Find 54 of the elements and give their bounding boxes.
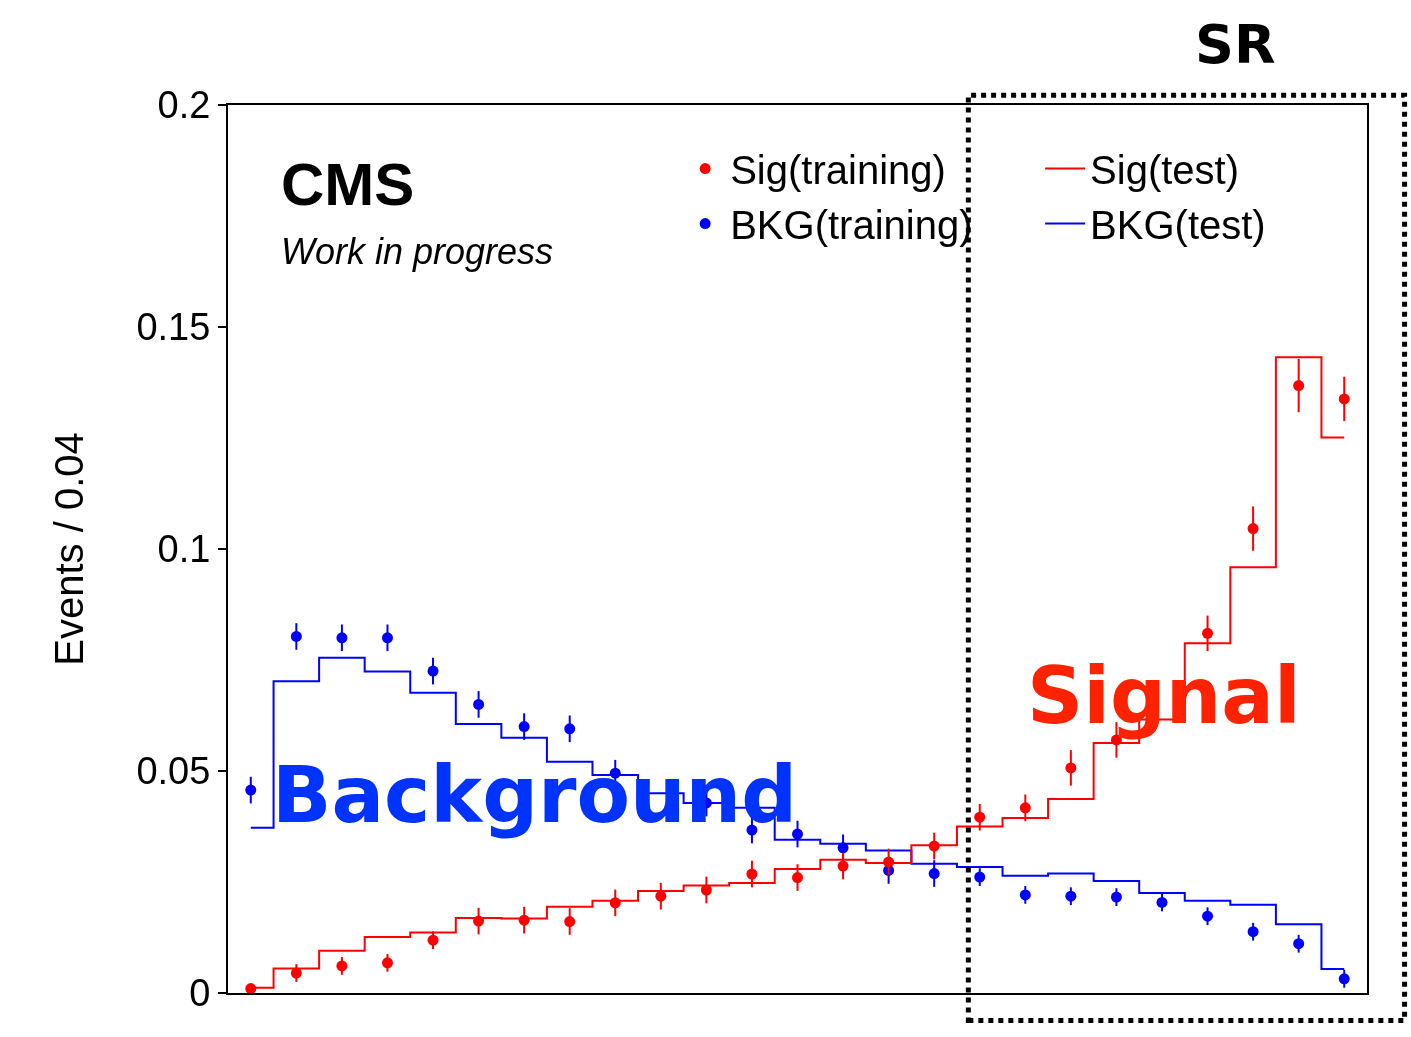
point [473, 915, 485, 927]
point [1293, 380, 1305, 392]
point [928, 868, 940, 880]
point [837, 860, 849, 872]
point [1247, 926, 1259, 938]
y-tick-label: 0.15 [136, 306, 211, 349]
annotation: CMS [281, 151, 415, 218]
point [518, 914, 530, 926]
y-tick-label: 0.05 [136, 750, 211, 793]
point [427, 665, 439, 677]
point [746, 868, 758, 880]
annotation: Work in progress [281, 231, 554, 272]
point [336, 960, 348, 972]
point [381, 632, 393, 644]
point [427, 934, 439, 946]
point [700, 884, 712, 896]
legend-label: BKG(training) [730, 203, 973, 248]
point [290, 630, 302, 642]
legend-label: BKG(test) [1090, 203, 1266, 248]
point [792, 872, 803, 884]
point [381, 957, 393, 969]
legend-label: Sig(test) [1090, 148, 1240, 193]
point [564, 916, 576, 928]
point [1019, 802, 1031, 814]
point [1293, 938, 1305, 950]
point [290, 967, 302, 979]
point [1065, 890, 1077, 902]
point [1202, 910, 1214, 922]
y-tick-label: 0 [189, 972, 211, 1015]
point [336, 632, 348, 644]
y-axis-title: Events / 0.04 [47, 432, 92, 666]
legend-label: Sig(training) [730, 148, 946, 193]
point [1019, 889, 1031, 901]
point [473, 698, 485, 710]
point [883, 856, 895, 868]
point [974, 811, 986, 823]
point [928, 840, 940, 852]
point [245, 784, 257, 796]
point [564, 723, 576, 735]
point [1156, 896, 1168, 908]
point [1338, 973, 1350, 985]
point [1065, 762, 1077, 774]
y-tick-label: 0.1 [157, 528, 211, 571]
text: SR [1195, 13, 1276, 76]
point [974, 871, 986, 883]
point [1202, 627, 1214, 639]
point [1247, 523, 1259, 535]
y-tick-label: 0.2 [157, 84, 211, 127]
point [1338, 393, 1350, 405]
point [518, 721, 530, 733]
point [1110, 891, 1122, 903]
point [837, 842, 849, 854]
point [245, 983, 257, 993]
point [609, 897, 621, 909]
